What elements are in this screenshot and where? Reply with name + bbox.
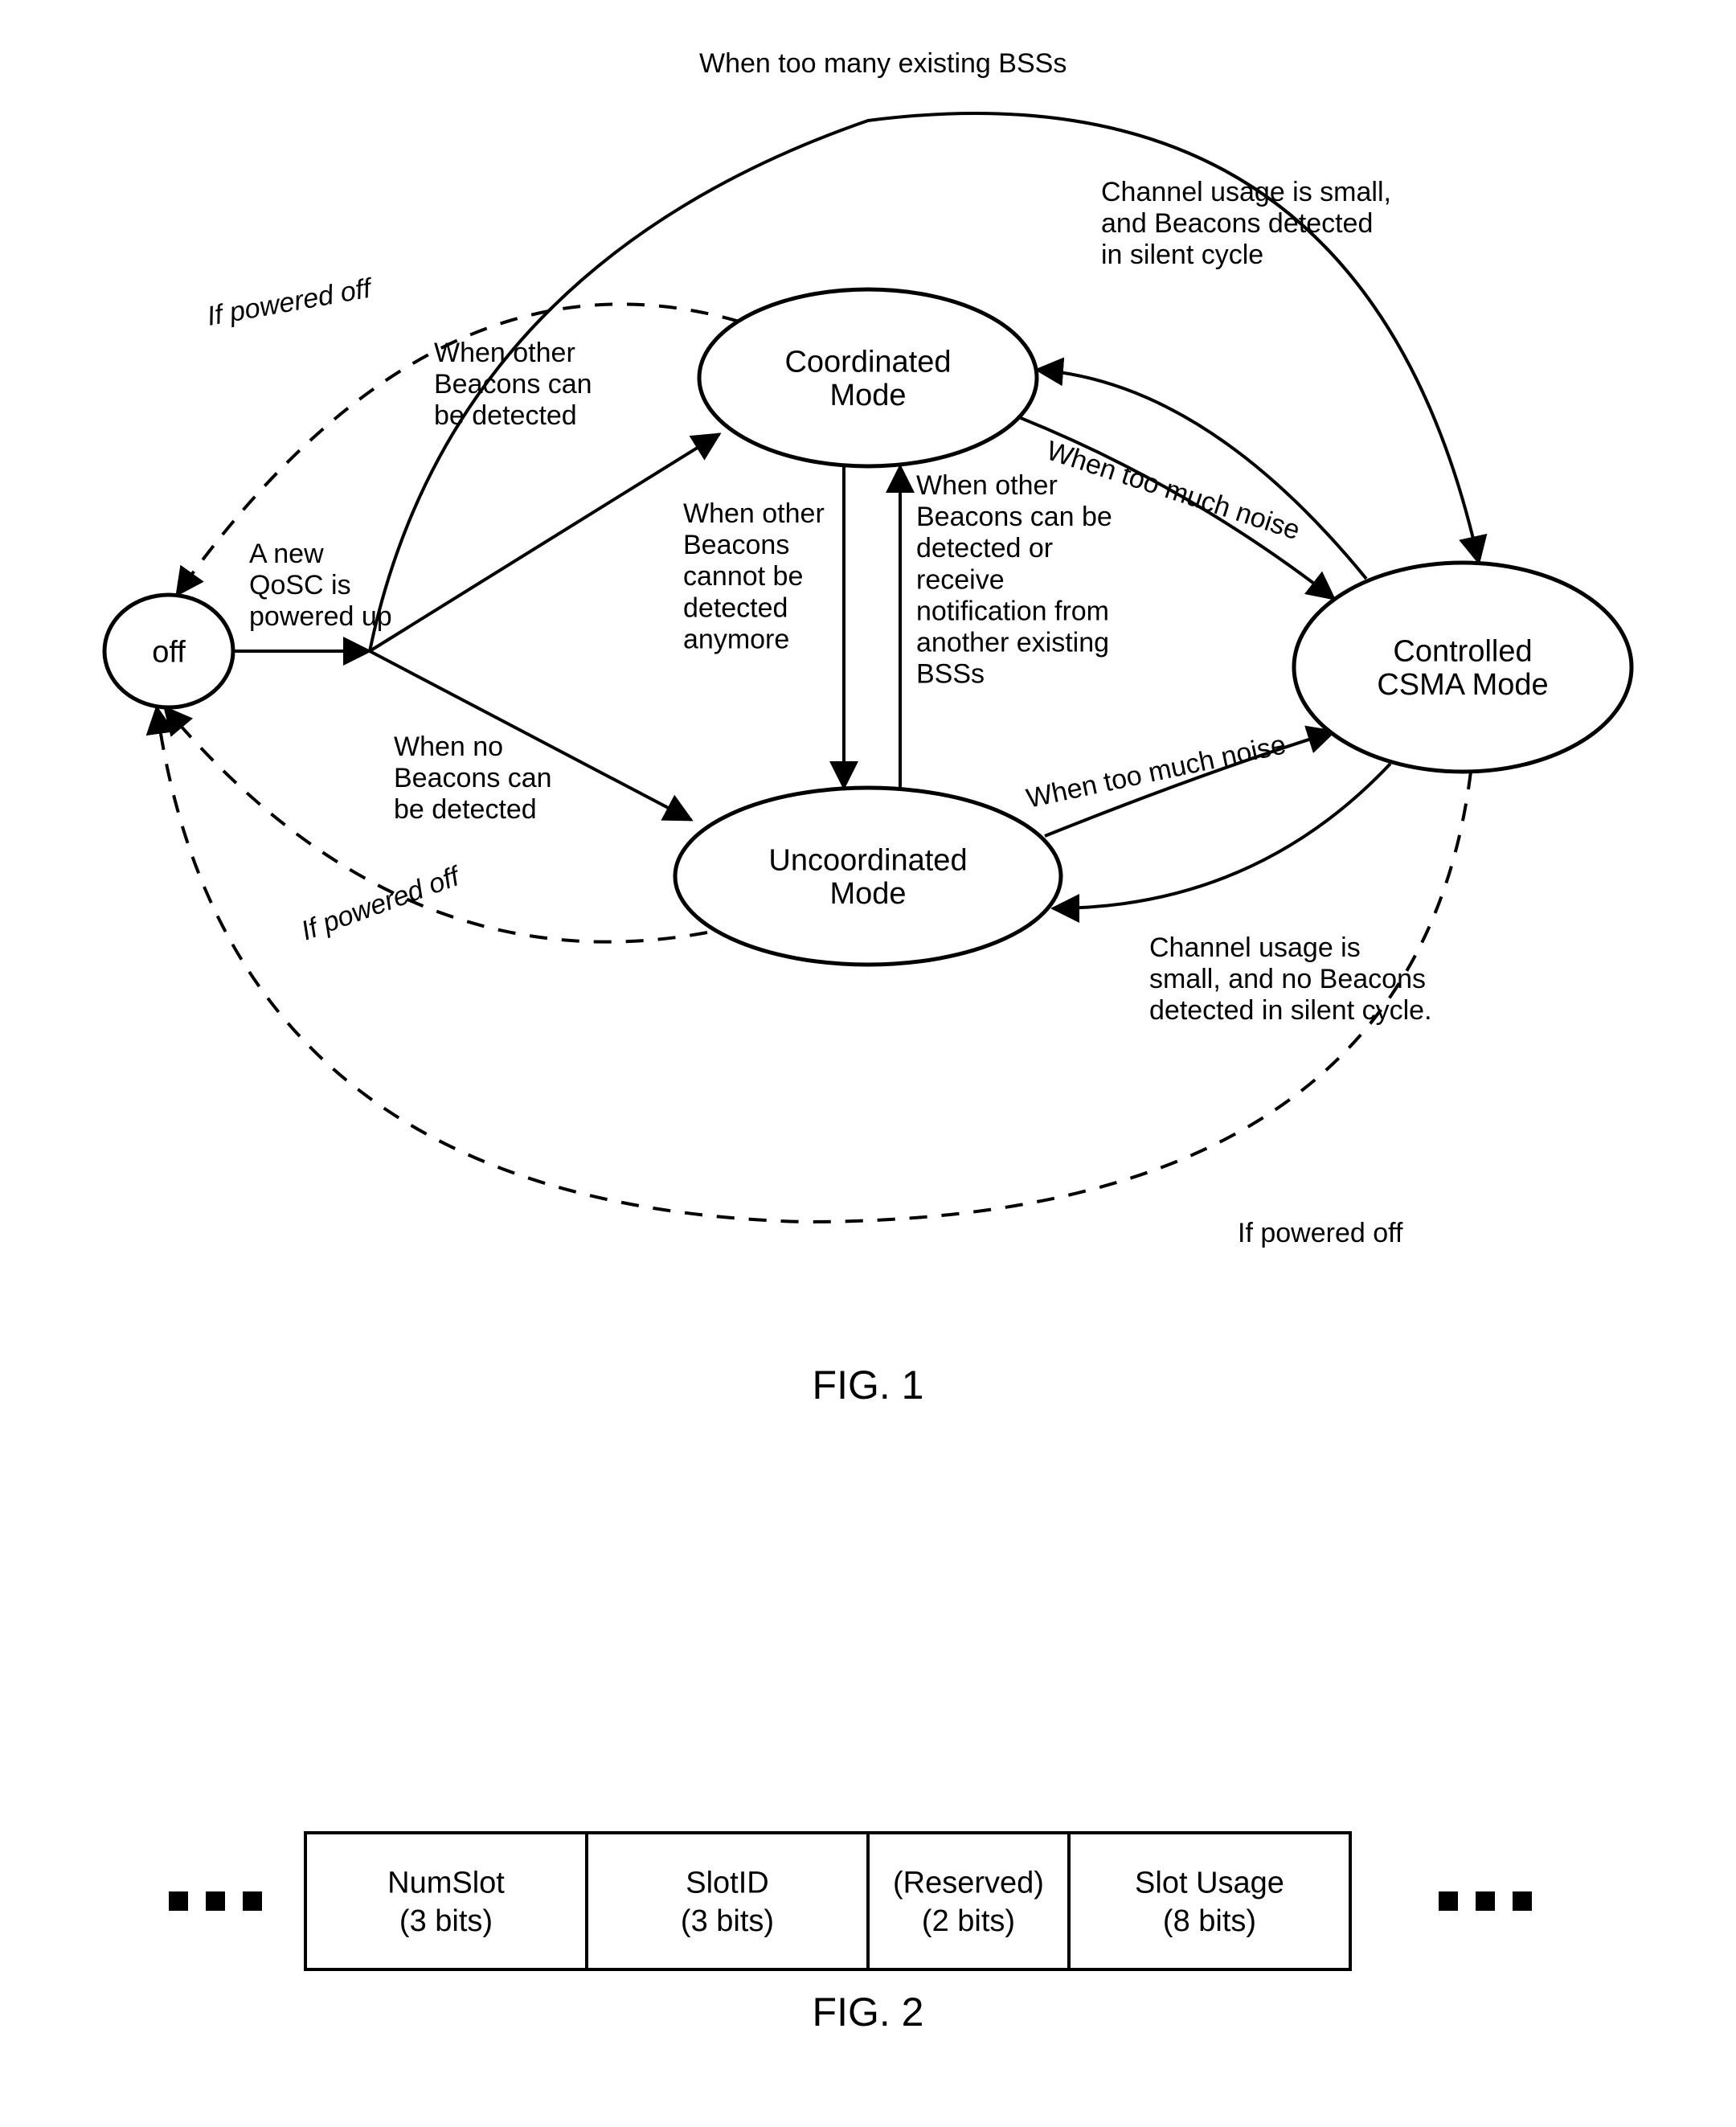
node-unco: UncoordinatedMode: [675, 788, 1061, 965]
svg-text:BSSs: BSSs: [916, 659, 985, 690]
cell-label-c-numslot: NumSlot: [387, 1867, 505, 1900]
cell-c-slotid: SlotID (3 bits): [587, 1833, 868, 1969]
edge-label-e-coord-unco: When otherBeaconscannot bedetectedanymor…: [683, 498, 825, 654]
cell-label-c-slotid: SlotID: [686, 1867, 768, 1900]
cell-c-usage: Slot Usage (8 bits): [1069, 1833, 1350, 1969]
svg-text:Beacons can be: Beacons can be: [916, 502, 1112, 532]
edge-label-e-csma-off: If powered off: [1238, 1218, 1403, 1248]
edges: A newQoSC ispowered upWhen otherBeacons …: [157, 48, 1479, 1248]
node-csma: ControlledCSMA Mode: [1294, 563, 1632, 772]
fig1-state-diagram: A newQoSC ispowered upWhen otherBeacons …: [104, 48, 1632, 1408]
edge-label-e-unco-csma: When too much noise: [1024, 729, 1289, 814]
svg-text:When no: When no: [394, 732, 503, 762]
canvas: A newQoSC ispowered upWhen otherBeacons …: [0, 0, 1736, 2127]
svg-text:be detected: be detected: [394, 794, 537, 825]
edge-label-e-unco-coord: When otherBeacons can bedetected orrecei…: [916, 470, 1112, 690]
edge-label-e-csma-coord: Channel usage is small,and Beacons detec…: [1101, 177, 1391, 270]
svg-text:A new: A new: [249, 539, 324, 569]
node-label-coord: Coordinated: [784, 345, 951, 379]
fig2-bitfield-table: NumSlot(3 bits)SlotID(3 bits)(Reserved)(…: [169, 1833, 1532, 2035]
svg-text:another existing: another existing: [916, 628, 1109, 658]
svg-text:When other: When other: [916, 470, 1058, 501]
svg-text:cannot be: cannot be: [683, 561, 803, 592]
svg-text:Beacons can: Beacons can: [434, 369, 592, 400]
node-off: off: [104, 595, 233, 707]
node-label-unco: Mode: [829, 877, 906, 911]
cell-label-c-reserved: (2 bits): [922, 1904, 1015, 1938]
fig1-caption: FIG. 1: [813, 1363, 924, 1408]
node-label-off: off: [152, 635, 186, 669]
svg-text:detected: detected: [683, 592, 788, 623]
ellipsis-right: [1476, 1891, 1495, 1911]
page: A newQoSC ispowered upWhen otherBeacons …: [0, 0, 1736, 2127]
svg-text:in silent cycle: in silent cycle: [1101, 240, 1263, 270]
edge-label-e-dec-unco: When noBeacons canbe detected: [394, 732, 552, 825]
svg-text:detected in silent cycle.: detected in silent cycle.: [1149, 995, 1432, 1026]
svg-text:receive: receive: [916, 564, 1005, 595]
cell-c-numslot: NumSlot (3 bits): [305, 1833, 587, 1969]
cell-label-c-slotid: (3 bits): [681, 1904, 774, 1938]
svg-text:powered up: powered up: [249, 601, 392, 632]
svg-text:and Beacons detected: and Beacons detected: [1101, 208, 1373, 239]
svg-text:Beacons: Beacons: [683, 530, 789, 560]
ellipsis-left: [243, 1891, 262, 1911]
cell-label-c-numslot: (3 bits): [399, 1904, 493, 1938]
cell-label-c-usage: Slot Usage: [1135, 1867, 1284, 1900]
cell-c-reserved: (Reserved) (2 bits): [868, 1833, 1069, 1969]
node-coord: CoordinatedMode: [699, 289, 1037, 466]
edge-e-dec-coord: [370, 434, 719, 651]
cell-label-c-usage: (8 bits): [1163, 1904, 1256, 1938]
node-label-csma: CSMA Mode: [1377, 668, 1548, 702]
svg-text:When too many existing BSSs: When too many existing BSSs: [699, 48, 1067, 79]
svg-text:When too much noise: When too much noise: [1024, 729, 1289, 814]
node-label-coord: Mode: [829, 379, 906, 412]
svg-text:Channel usage is: Channel usage is: [1149, 932, 1361, 963]
svg-text:QoSC is: QoSC is: [249, 570, 351, 600]
node-label-csma: Controlled: [1393, 634, 1532, 668]
edge-label-e-csma-unco: Channel usage issmall, and no Beaconsdet…: [1149, 932, 1432, 1026]
ellipsis-left: [206, 1891, 225, 1911]
svg-text:If powered off: If powered off: [205, 273, 376, 332]
ellipsis-right: [1513, 1891, 1532, 1911]
cell-label-c-reserved: (Reserved): [893, 1867, 1044, 1900]
svg-text:Beacons can: Beacons can: [394, 763, 552, 793]
fig2-caption: FIG. 2: [813, 1990, 924, 2035]
svg-text:When other: When other: [683, 498, 825, 529]
svg-text:If powered off: If powered off: [1238, 1218, 1403, 1248]
svg-text:detected or: detected or: [916, 533, 1053, 564]
svg-text:small, and no Beacons: small, and no Beacons: [1149, 964, 1426, 994]
edge-label-e-dec-csma: When too many existing BSSs: [699, 48, 1067, 79]
ellipsis-right: [1439, 1891, 1458, 1911]
edge-label-e-coord-off: If powered off: [205, 273, 376, 332]
svg-text:anymore: anymore: [683, 624, 789, 654]
svg-text:If powered off: If powered off: [297, 860, 466, 946]
edge-label-e-unco-off: If powered off: [297, 860, 466, 946]
ellipsis-left: [169, 1891, 188, 1911]
svg-text:notification from: notification from: [916, 596, 1109, 626]
edge-label-e-off-dec: A newQoSC ispowered up: [249, 539, 392, 632]
node-label-unco: Uncoordinated: [768, 843, 967, 877]
